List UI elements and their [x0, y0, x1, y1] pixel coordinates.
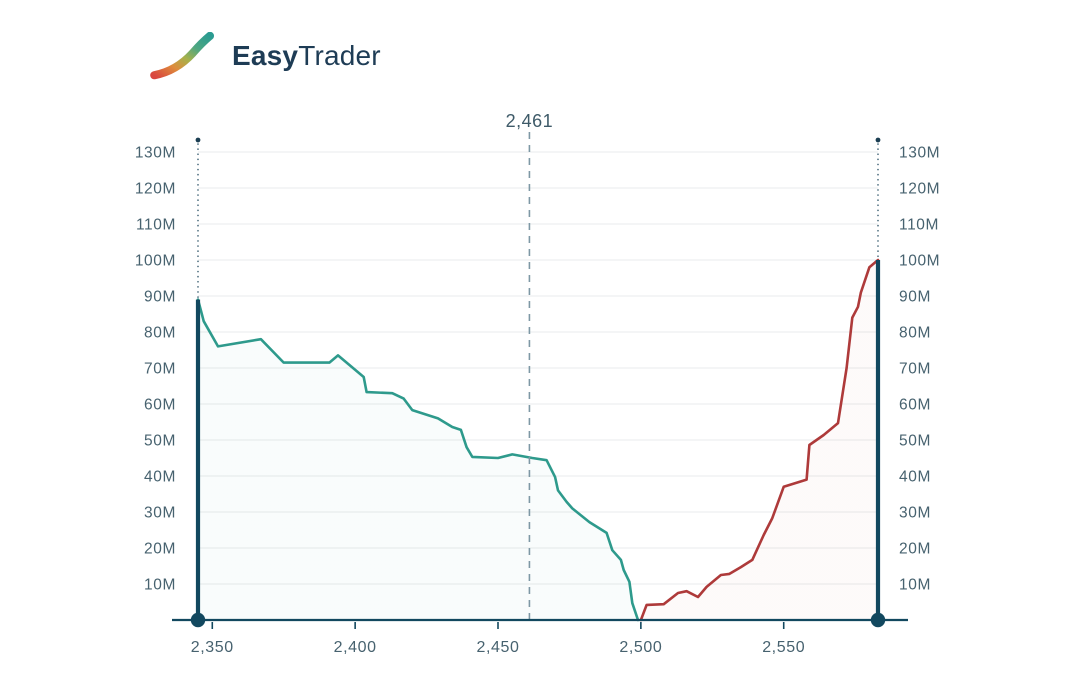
y-axis-label-right: 30M [899, 505, 931, 522]
y-axis-label-right: 90M [899, 289, 931, 306]
y-axis-label-right: 130M [899, 145, 940, 162]
y-axis-label-left: 130M [135, 145, 176, 162]
easytrader-logo: EasyTrader [148, 32, 381, 80]
y-axis-label-left: 70M [144, 361, 176, 378]
y-axis-label-left: 60M [144, 397, 176, 414]
brand-wordmark: EasyTrader [232, 40, 381, 72]
brand-name-bold: Easy [232, 40, 299, 71]
logo-swoosh-icon [150, 32, 215, 80]
x-axis-label: 2,450 [476, 639, 519, 656]
y-axis-label-right: 50M [899, 433, 931, 450]
left-range-top-dot [195, 137, 201, 143]
y-axis-label-right: 20M [899, 541, 931, 558]
x-axis-label: 2,400 [334, 639, 377, 656]
y-axis-label-right: 80M [899, 325, 931, 342]
y-axis-label-left: 80M [144, 325, 176, 342]
x-axis-label: 2,500 [619, 639, 662, 656]
right-range-top-dot [875, 137, 881, 143]
y-axis-label-left: 10M [144, 577, 176, 594]
y-axis-label-left: 90M [144, 289, 176, 306]
y-axis-label-right: 10M [899, 577, 931, 594]
x-axis-label: 2,350 [191, 639, 234, 656]
asks-area [640, 260, 878, 620]
y-axis-label-left: 120M [135, 181, 176, 198]
y-axis-label-left: 110M [136, 217, 176, 234]
y-axis-label-right: 40M [899, 469, 931, 486]
axis-layer: 2,350 2,400 2,450 2,500 2,550 10M 10M 20M 20M 30M… [135, 145, 940, 657]
y-axis-label-left: 40M [144, 469, 176, 486]
y-axis-label-right: 120M [899, 181, 940, 198]
y-axis-label-right: 100M [899, 253, 940, 270]
y-axis-label-right: 110M [899, 217, 939, 234]
y-axis-label-right: 60M [899, 397, 931, 414]
y-axis-label-left: 30M [144, 505, 176, 522]
bids-area [198, 299, 638, 620]
y-axis-label-right: 70M [899, 361, 931, 378]
y-axis-label-left: 100M [135, 253, 176, 270]
x-axis-label: 2,550 [762, 639, 805, 656]
y-axis-label-left: 50M [144, 433, 176, 450]
current-price-label: 2,461 [505, 111, 554, 131]
asks-line [639, 258, 880, 622]
marker-layer [190, 132, 886, 628]
y-axis-label-left: 20M [144, 541, 176, 558]
series-layer [196, 258, 880, 622]
brand-name-light: Trader [298, 40, 381, 71]
bids-line [196, 298, 640, 622]
